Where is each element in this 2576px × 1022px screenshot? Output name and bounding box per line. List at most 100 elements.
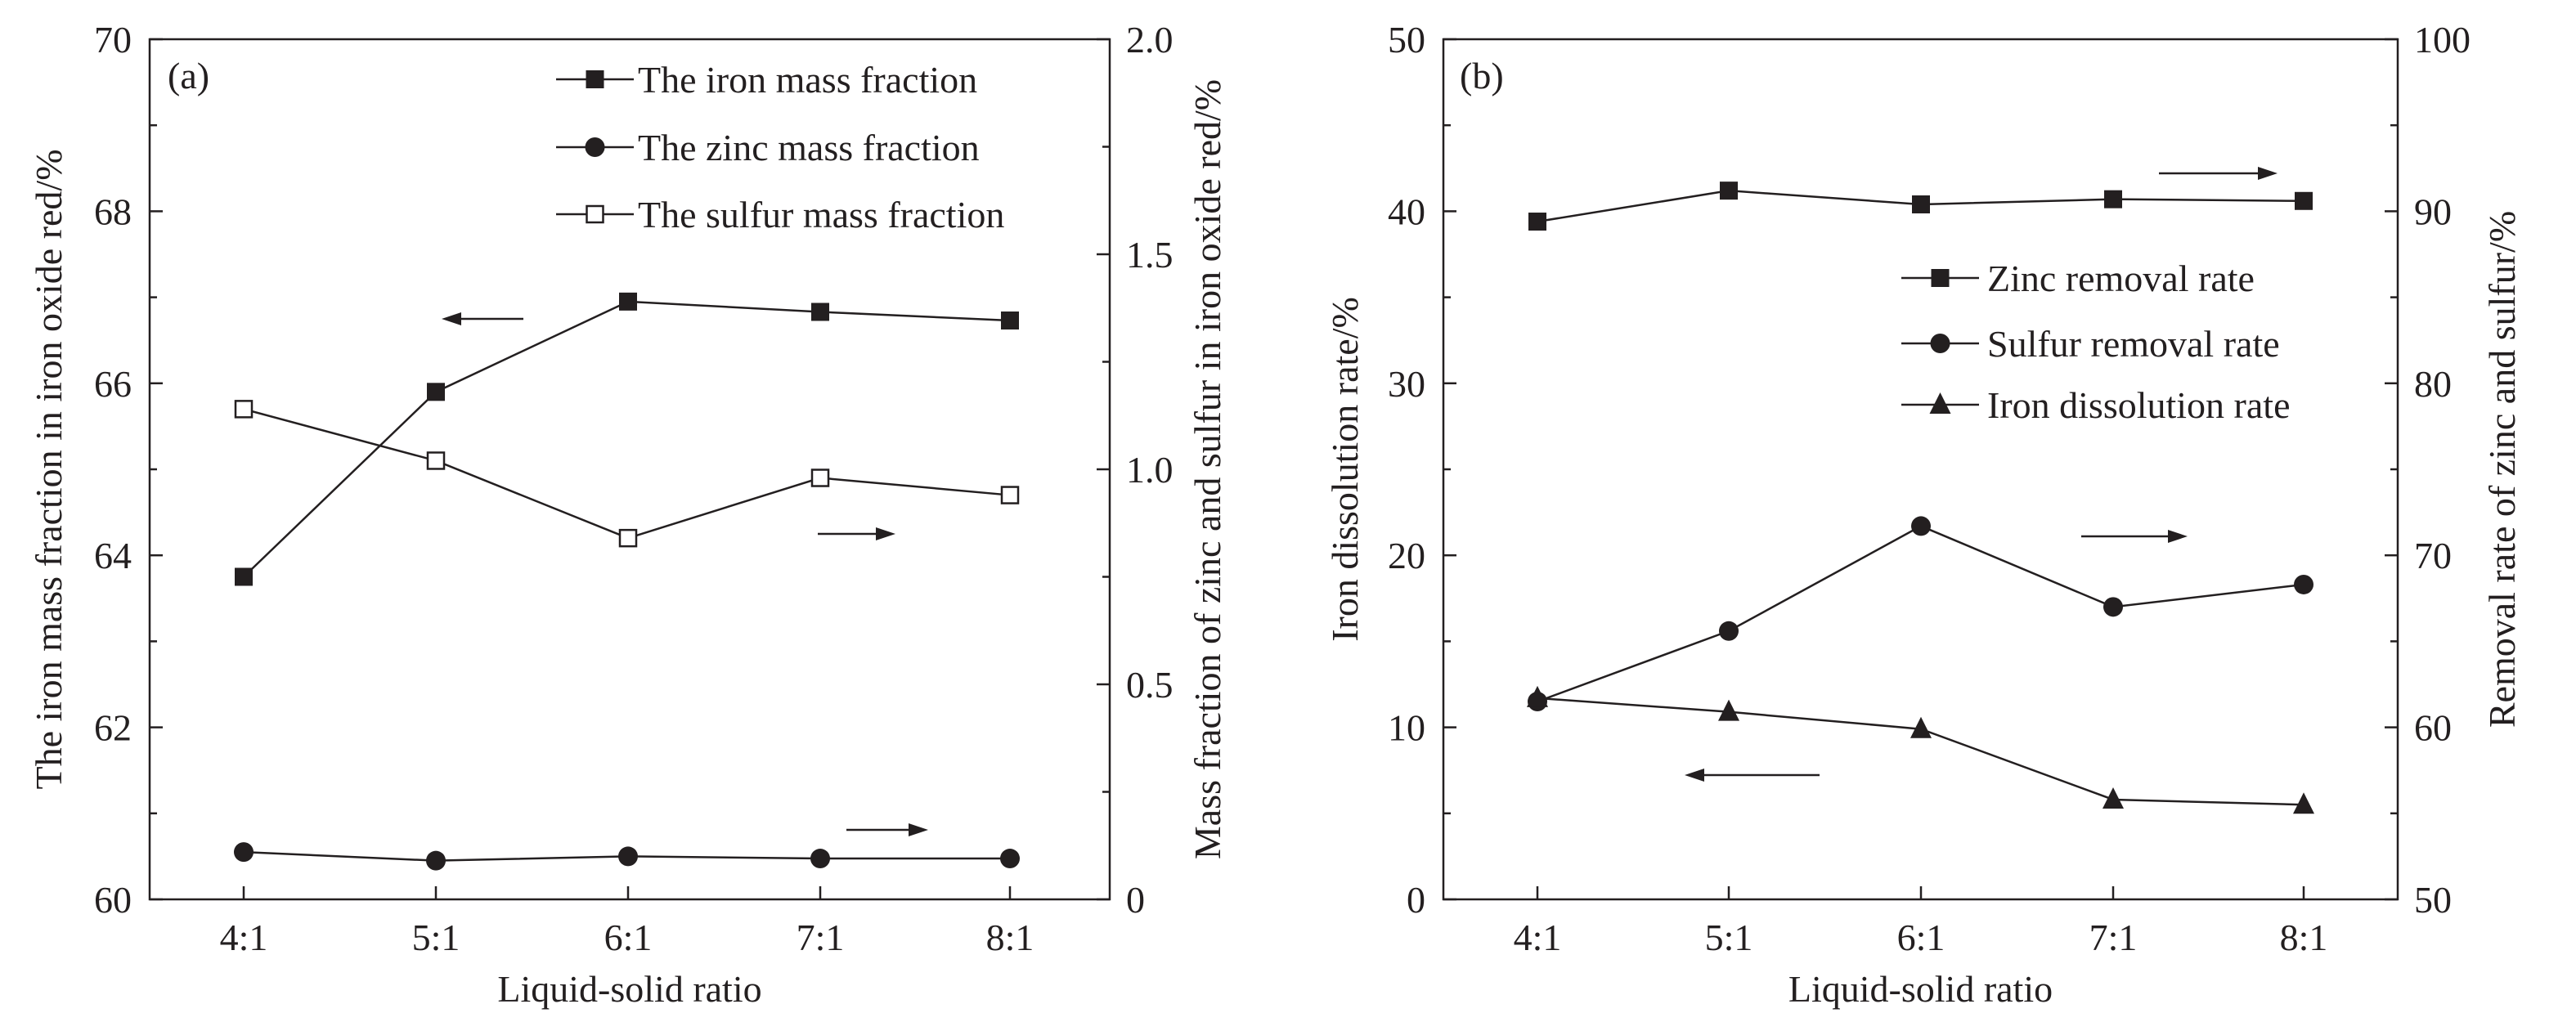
panel-b-right-tick-label: 100 [2414,19,2471,61]
panel-a-the-sulfur-mass-fraction-point [1000,486,1020,504]
panel-a-the-sulfur-mass-fraction-point [234,400,254,419]
panel-b-left-axis-title: Iron dissolution rate/% [1324,297,1366,642]
panel-b-arrow-right-sulfur-removal-rate [2081,530,2188,543]
panel-b-sulfur-removal-rate-point [2103,597,2123,617]
panel-a-x-tick-label: 5:1 [412,917,460,958]
panel-b-iron-dissolution-rate-point [1718,699,1739,721]
panel-a-the-sulfur-mass-fraction-line [243,408,1011,540]
panel-b-zinc-removal-rate-point [2104,190,2122,208]
panel-a-right-tick-label: 0.5 [1126,664,1174,706]
panel-b-right-axis-title: Removal rate of zinc and sulfur/% [2481,211,2523,728]
panel-a-arrow-left-the-iron-mass-fraction [442,312,523,325]
panel-b-zinc-removal-rate-point [1912,195,1930,213]
panel-b-arrow-left-iron-dissolution-rate [1685,769,1820,782]
panel-a-panel-label: (a) [168,55,209,96]
panel-b-x-tick-label: 5:1 [1705,917,1753,958]
panel-a-the-sulfur-mass-fraction-point [810,468,830,487]
panel-a-legend-the-iron-mass-fraction-label: The iron mass fraction [638,59,977,101]
panel-b-legend-sulfur-removal-rate-label: Sulfur removal rate [1987,323,2280,365]
panel-a-x-tick-label: 4:1 [220,917,268,958]
panel-a-arrow-right-the-sulfur-mass-fraction [818,527,895,540]
panel-b-arrow-right-zinc-removal-rate-head [2258,167,2278,180]
panel-a-right-axis-title: Mass fraction of zinc and sulfur in iron… [1187,79,1228,859]
panel-b-arrow-right-zinc-removal-rate [2159,167,2278,180]
panel-a-left-tick-label: 62 [94,707,132,749]
panel-a-the-zinc-mass-fraction-point [426,850,446,871]
panel-a-legend-the-iron-mass-fraction-marker [586,70,604,88]
panel-a-legend-the-zinc-mass-fraction-marker [585,137,605,157]
panel-b-zinc-removal-rate-point [1528,213,1546,231]
panel-b-left-tick-label: 30 [1388,363,1425,405]
panel-a-the-iron-mass-fraction-point [619,292,637,311]
panel-b-right-tick-label: 60 [2414,707,2452,749]
panel-a-the-iron-mass-fraction-point [811,303,829,321]
panel-a-the-sulfur-mass-fraction-point [618,528,638,548]
panel-b-chart: 0 10 20 30 40 50 50 60 70 80 90 100 4:1 5:1 6:1 7:1 8:1 L… [1324,19,2523,1010]
panel-a-x-tick-label: 6:1 [604,917,653,958]
panel-a-the-iron-mass-fraction-point [427,383,445,401]
panel-a-left-axis-title: The iron mass fraction in iron oxide red… [28,149,70,789]
panel-b-x-tick-label: 4:1 [1514,917,1562,958]
panel-a-left-tick-label: 68 [94,191,132,232]
panel-a-x-tick-label: 7:1 [797,917,845,958]
panel-a-left-tick-label: 64 [94,535,132,576]
panel-a-legend-the-sulfur-mass-fraction-label: The sulfur mass fraction [638,194,1004,235]
panel-b-right-tick-label: 50 [2414,879,2452,921]
panel-b-iron-dissolution-rate-point [2293,792,2314,814]
panel-b-sulfur-removal-rate-line [1537,525,2304,703]
panel-b-iron-dissolution-rate-point [1527,685,1548,707]
panel-b-left-tick-label: 0 [1407,879,1425,921]
panel-b-iron-dissolution-rate-point [2103,787,2124,809]
panel-a-right-tick-label: 1.5 [1126,234,1174,276]
panel-b-legend-sulfur-removal-rate-marker [1930,334,1950,353]
panel-a-left-tick-label: 70 [94,19,132,61]
panel-b-legend-zinc-removal-rate-marker [1931,269,1950,287]
panel-a-left-tick-label: 60 [94,879,132,921]
panel-b-legend-iron-dissolution-rate-marker [1929,392,1951,414]
panel-b-left-tick-label: 20 [1388,535,1425,576]
panel-a-legend-the-zinc-mass-fraction-label: The zinc mass fraction [638,127,980,168]
panel-b-zinc-removal-rate-point [2295,191,2313,210]
panel-a-the-zinc-mass-fraction-point [1000,849,1020,869]
panel-b-x-axis-title: Liquid-solid ratio [1788,968,2053,1010]
panel-a-the-zinc-mass-fraction-point [234,842,254,863]
panel-a-right-tick-label: 0 [1126,879,1145,921]
panel-b-zinc-removal-rate-point [1720,182,1738,200]
panel-b-right-tick-label: 80 [2414,363,2452,405]
panel-a-arrow-right-the-zinc-mass-fraction [846,823,928,836]
panel-a-arrow-left-the-iron-mass-fraction-head [442,312,461,325]
panel-a-arrow-right-the-sulfur-mass-fraction-head [876,527,895,540]
panel-a-left-tick-label: 66 [94,363,132,405]
panel-b-sulfur-removal-rate-point [2294,574,2313,594]
panel-a-chart: 60 62 64 66 68 70 0 0.5 1.0 1.5 2.0 4:1 5:1 6:1 7:1 8:1… [28,19,1228,1010]
panel-b-left-tick-label: 40 [1388,191,1425,232]
panel-a-right-tick-label: 2.0 [1126,19,1174,61]
panel-a-the-zinc-mass-fraction-point [810,849,830,869]
panel-a-legend-the-sulfur-mass-fraction-marker [586,204,604,224]
panel-b-arrow-left-iron-dissolution-rate-head [1685,769,1704,782]
panel-a-the-iron-mass-fraction-point [1001,312,1019,330]
panel-a-right-tick-label: 1.0 [1126,449,1174,491]
panel-b-panel-label: (b) [1460,55,1504,96]
panel-a-x-axis-title: Liquid-solid ratio [497,968,761,1010]
panel-b-iron-dissolution-rate-line [1537,697,2304,806]
panel-b-sulfur-removal-rate-point [1911,516,1931,536]
panel-b-right-tick-label: 90 [2414,191,2452,232]
panel-a-arrow-right-the-zinc-mass-fraction-head [909,823,928,836]
panel-b-legend-iron-dissolution-rate-label: Iron dissolution rate [1987,384,2291,426]
panel-b-iron-dissolution-rate-point [1910,716,1932,738]
panel-a-x-tick-label: 8:1 [986,917,1034,958]
panel-b-right-tick-label: 70 [2414,535,2452,576]
panel-a-the-sulfur-mass-fraction-point [426,451,446,470]
panel-b-left-tick-label: 10 [1388,707,1425,749]
panel-b-legend-zinc-removal-rate-label: Zinc removal rate [1987,258,2255,299]
panel-b-left-tick-label: 50 [1388,19,1425,61]
panel-a-the-zinc-mass-fraction-point [618,846,638,867]
panel-b-sulfur-removal-rate-point [1719,621,1739,641]
panel-a-the-iron-mass-fraction-point [235,567,253,586]
panel-b-x-tick-label: 6:1 [1897,917,1945,958]
panel-b-arrow-right-sulfur-removal-rate-head [2168,530,2188,543]
panel-b-x-tick-label: 7:1 [2089,917,2138,958]
panel-b-plot-frame [1442,38,2399,901]
